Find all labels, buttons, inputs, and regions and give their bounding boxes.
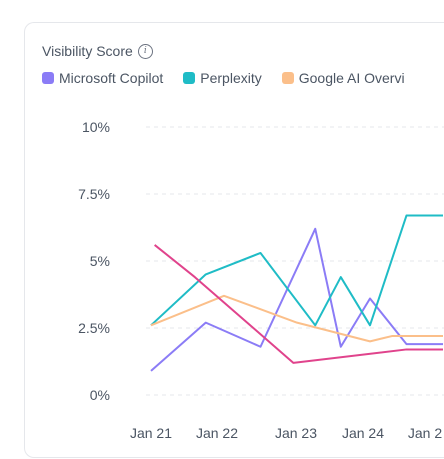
series-line-2 [150, 294, 443, 343]
x-tick-label: Jan 23 [275, 425, 317, 441]
y-tick-label: 0% [90, 387, 110, 403]
legend: Microsoft Copilot Perplexity Google AI O… [42, 70, 405, 86]
legend-label: Google AI Overvi [298, 70, 405, 86]
series-line-3 [154, 244, 443, 364]
y-tick-label: 5% [90, 253, 110, 269]
x-tick-label: Jan 24 [342, 425, 384, 441]
series-line-1 [150, 214, 443, 327]
line-chart: 10% 7.5% 5% 2.5% 0% Jan 21 Jan 22 Jan 23 Jan 24 J… [78, 119, 444, 441]
chart-header: Visibility Score i [42, 43, 153, 59]
legend-label: Microsoft Copilot [59, 70, 164, 86]
chart-title: Visibility Score [42, 43, 133, 59]
legend-item-microsoft-copilot[interactable]: Microsoft Copilot [42, 70, 163, 86]
legend-item-google-ai-overviews[interactable]: Google AI Overvi [281, 70, 405, 86]
y-tick-label: 10% [82, 119, 110, 135]
visibility-score-card: Visibility Score i Microsoft Copilot Per… [24, 22, 444, 458]
legend-item-perplexity[interactable]: Perplexity [183, 70, 262, 86]
legend-label: Perplexity [200, 70, 262, 86]
y-tick-label: 2.5% [78, 320, 110, 336]
x-tick-label: Jan 21 [130, 425, 172, 441]
x-tick-label: Jan 22 [196, 425, 238, 441]
y-tick-label: 7.5% [78, 186, 110, 202]
info-icon[interactable]: i [137, 43, 153, 59]
legend-swatch [281, 72, 294, 84]
legend-swatch [42, 72, 54, 84]
x-tick-label: Jan 2 [408, 425, 442, 441]
legend-swatch [183, 72, 196, 84]
